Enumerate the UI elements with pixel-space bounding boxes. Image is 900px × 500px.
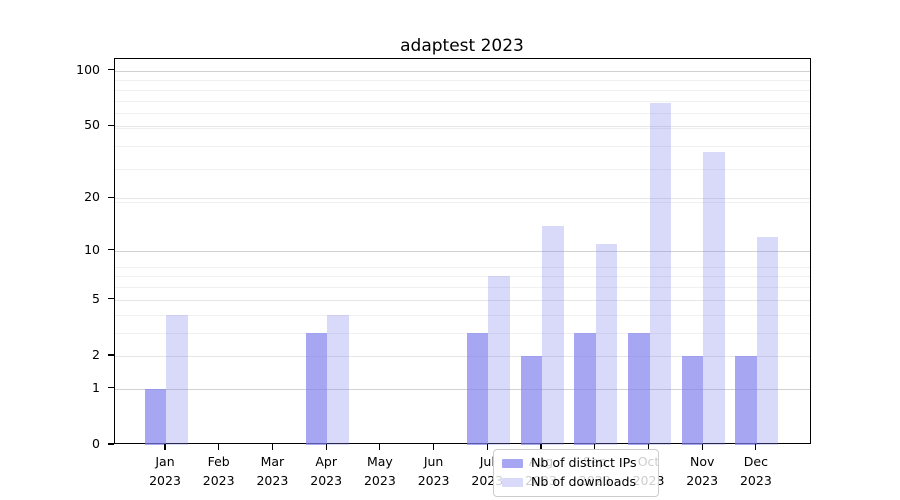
minor-gridline (115, 202, 810, 204)
legend-swatch-downloads (502, 477, 523, 487)
y-tick-mark (108, 298, 114, 300)
major-gridline (115, 70, 810, 72)
major-gridline (115, 250, 810, 252)
y-tick-label: 2 (92, 347, 100, 362)
y-tick-label: 0 (92, 436, 100, 451)
legend: Nb of distinct IPs Nb of downloads (493, 449, 659, 497)
y-tick-label: 10 (84, 241, 100, 257)
x-tick-label: Nov 2023 (686, 454, 719, 488)
x-tick-label: Apr 2023 (310, 454, 343, 488)
minor-gridline (115, 89, 810, 91)
legend-swatch-distinct-ips (502, 458, 523, 468)
x-tick-mark (486, 444, 488, 450)
x-tick-label: Dec 2023 (739, 454, 772, 488)
bar-distinct-ips-oct (628, 332, 650, 445)
bar-distinct-ips-jan (144, 388, 166, 445)
bar-distinct-ips-aug (520, 356, 542, 445)
chart-title: adaptest 2023 (400, 36, 524, 56)
y-tick-mark (108, 69, 114, 71)
bar-distinct-ips-sep (574, 332, 596, 445)
major-gridline (115, 388, 810, 390)
major-gridline (115, 356, 810, 357)
bar-downloads-jan (166, 314, 188, 445)
bar-downloads-dec (756, 237, 779, 445)
legend-label-distinct-ips: Nb of distinct IPs (531, 455, 637, 470)
bar-distinct-ips-nov (681, 356, 704, 445)
y-tick-label: 50 (84, 117, 100, 133)
x-tick-mark (540, 444, 542, 450)
minor-gridline (115, 127, 810, 129)
y-tick-label: 100 (76, 61, 100, 77)
legend-item-downloads: Nb of downloads (502, 475, 648, 489)
y-tick-label: 5 (92, 290, 100, 306)
minor-gridline (115, 276, 810, 278)
y-tick-label: 1 (92, 379, 100, 395)
y-tick-mark (108, 196, 114, 198)
minor-gridline (115, 80, 810, 82)
x-tick-mark (433, 444, 435, 450)
x-tick-label: Mar 2023 (256, 454, 289, 488)
y-tick-mark (108, 249, 114, 251)
x-tick-mark (647, 444, 650, 450)
x-tick-mark (164, 444, 166, 450)
bar-downloads-oct (649, 103, 671, 445)
bar-downloads-aug (542, 225, 564, 445)
bar-distinct-ips-dec (735, 356, 757, 445)
x-tick-mark (594, 444, 596, 450)
minor-gridline (115, 266, 810, 268)
major-gridline (115, 198, 810, 200)
minor-gridline (115, 146, 810, 147)
bar-downloads-sep (595, 243, 618, 445)
legend-item-distinct-ips: Nb of distinct IPs (502, 456, 648, 470)
minor-gridline (115, 113, 810, 115)
bar-downloads-nov (703, 152, 725, 445)
x-tick-mark (379, 444, 381, 450)
y-tick-mark (108, 387, 114, 389)
bar-distinct-ips-apr (305, 332, 328, 445)
minor-gridline (115, 169, 810, 171)
x-tick-mark (755, 444, 757, 450)
x-tick-label: Jun 2023 (417, 454, 450, 488)
x-tick-mark (271, 444, 273, 450)
x-tick-label: May 2023 (363, 454, 396, 488)
legend-label-downloads: Nb of downloads (531, 474, 637, 489)
major-gridline (115, 126, 810, 128)
y-tick-label: 20 (84, 189, 100, 205)
major-gridline (115, 299, 810, 301)
minor-gridline (115, 314, 810, 316)
bar-distinct-ips-jul (466, 332, 489, 445)
x-tick-label: Feb 2023 (202, 454, 235, 488)
x-tick-label: Jan 2023 (149, 454, 181, 488)
minor-gridline (115, 100, 810, 102)
y-tick-mark (108, 124, 114, 126)
y-tick-mark (108, 443, 114, 445)
x-tick-mark (701, 444, 703, 450)
x-tick-mark (218, 444, 220, 450)
bar-downloads-jul (488, 276, 510, 445)
plot-area: Nb of distinct IPs Nb of downloads (114, 58, 811, 497)
x-tick-mark (325, 444, 327, 450)
y-tick-mark (108, 354, 114, 356)
minor-gridline (115, 332, 810, 334)
bar-downloads-apr (327, 314, 349, 445)
minor-gridline (115, 287, 810, 289)
